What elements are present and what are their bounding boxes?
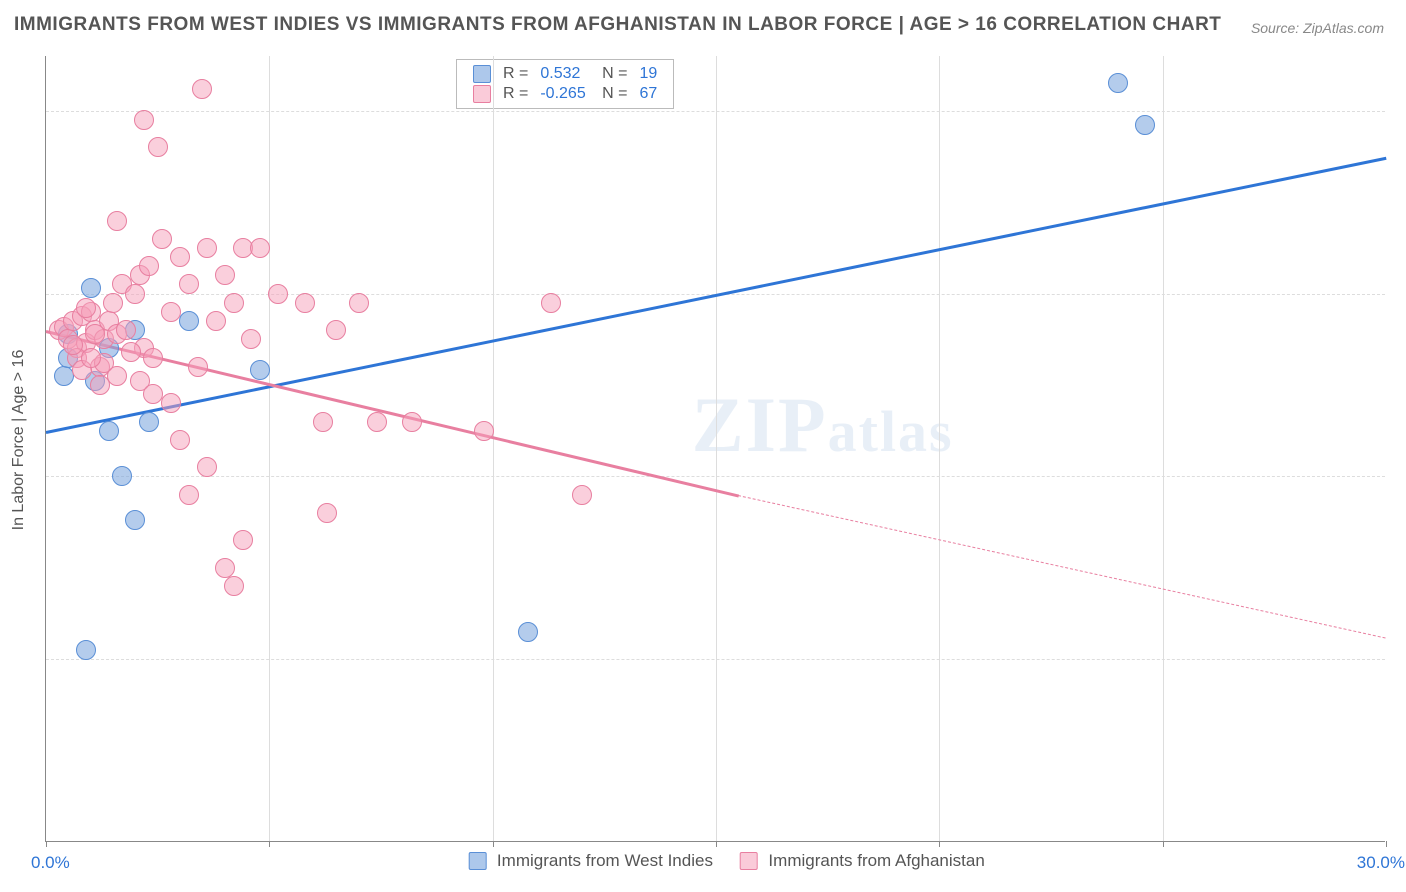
gridline-vertical [939,56,940,841]
bottom-legend: Immigrants from West Indies Immigrants f… [446,851,985,871]
n-value-pink: 67 [634,84,664,104]
scatter-point-afghanistan [317,503,337,523]
xtick-mark [493,841,494,847]
swatch-pink-icon [473,85,491,103]
scatter-point-afghanistan [143,384,163,404]
scatter-point-afghanistan [139,256,159,276]
scatter-point-afghanistan [179,485,199,505]
scatter-point-west-indies [139,412,159,432]
scatter-point-west-indies [76,640,96,660]
xtick-mark [1163,841,1164,847]
scatter-point-afghanistan [215,558,235,578]
scatter-point-afghanistan [233,530,253,550]
scatter-point-west-indies [99,421,119,441]
scatter-point-west-indies [179,311,199,331]
scatter-point-afghanistan [103,293,123,313]
r-label: R = [497,64,534,84]
scatter-point-afghanistan [188,357,208,377]
xtick-mark [939,841,940,847]
scatter-point-afghanistan [63,335,83,355]
stats-row-pink: R = -0.265 N = 67 [467,84,663,104]
gridline-vertical [1163,56,1164,841]
swatch-blue-icon [468,852,486,870]
scatter-point-afghanistan [125,284,145,304]
scatter-point-afghanistan [206,311,226,331]
scatter-point-west-indies [1108,73,1128,93]
scatter-point-afghanistan [402,412,422,432]
scatter-point-afghanistan [116,320,136,340]
gridline-vertical [493,56,494,841]
scatter-point-west-indies [250,360,270,380]
scatter-point-afghanistan [367,412,387,432]
watermark-atlas: atlas [828,399,954,464]
scatter-point-west-indies [81,278,101,298]
scatter-point-afghanistan [572,485,592,505]
gridline-vertical [716,56,717,841]
scatter-point-afghanistan [241,329,261,349]
scatter-point-afghanistan [134,110,154,130]
scatter-point-afghanistan [268,284,288,304]
swatch-pink-icon [740,852,758,870]
scatter-point-afghanistan [224,293,244,313]
r-value-blue: 0.532 [534,64,591,84]
scatter-point-west-indies [112,466,132,486]
r-value-pink: -0.265 [534,84,591,104]
swatch-blue-icon [473,65,491,83]
scatter-point-afghanistan [161,393,181,413]
scatter-point-afghanistan [313,412,333,432]
scatter-point-afghanistan [326,320,346,340]
xtick-mark [46,841,47,847]
n-label: N = [592,84,634,104]
scatter-point-afghanistan [224,576,244,596]
stats-row-blue: R = 0.532 N = 19 [467,64,663,84]
xtick-label-max: 30.0% [1357,853,1405,873]
gridline-vertical [269,56,270,841]
legend-stats-box: R = 0.532 N = 19 R = -0.265 N = 67 [456,59,674,109]
xtick-mark [716,841,717,847]
legend-label-blue: Immigrants from West Indies [497,851,713,870]
xtick-mark [1386,841,1387,847]
scatter-point-afghanistan [250,238,270,258]
scatter-point-afghanistan [170,247,190,267]
scatter-point-afghanistan [179,274,199,294]
scatter-point-afghanistan [192,79,212,99]
scatter-point-afghanistan [90,375,110,395]
scatter-point-afghanistan [107,366,127,386]
scatter-point-afghanistan [474,421,494,441]
scatter-point-afghanistan [81,348,101,368]
scatter-point-west-indies [125,510,145,530]
r-label: R = [497,84,534,104]
trend-line-pink-extrapolated [738,495,1386,639]
scatter-point-afghanistan [152,229,172,249]
xtick-mark [269,841,270,847]
scatter-point-afghanistan [76,298,96,318]
legend-label-pink: Immigrants from Afghanistan [768,851,984,870]
watermark-zip: ZIP [692,381,828,468]
scatter-point-afghanistan [349,293,369,313]
chart-title: IMMIGRANTS FROM WEST INDIES VS IMMIGRANT… [14,14,1221,36]
plot-area: ZIPatlas R = 0.532 N = 19 R = -0.265 N =… [45,56,1385,842]
correlation-chart: IMMIGRANTS FROM WEST INDIES VS IMMIGRANT… [0,0,1406,892]
scatter-point-afghanistan [143,348,163,368]
scatter-point-afghanistan [197,457,217,477]
scatter-point-afghanistan [197,238,217,258]
scatter-point-afghanistan [148,137,168,157]
n-label: N = [592,64,634,84]
scatter-point-afghanistan [170,430,190,450]
scatter-point-afghanistan [541,293,561,313]
scatter-point-afghanistan [295,293,315,313]
watermark: ZIPatlas [692,380,954,470]
scatter-point-afghanistan [121,342,141,362]
y-axis-label: In Labor Force | Age > 16 [10,350,28,531]
scatter-point-afghanistan [161,302,181,322]
scatter-point-west-indies [518,622,538,642]
scatter-point-afghanistan [215,265,235,285]
scatter-point-afghanistan [85,324,105,344]
scatter-point-afghanistan [107,211,127,231]
xtick-label-min: 0.0% [31,853,70,873]
source-label: Source: ZipAtlas.com [1251,20,1384,36]
n-value-blue: 19 [634,64,664,84]
scatter-point-west-indies [1135,115,1155,135]
